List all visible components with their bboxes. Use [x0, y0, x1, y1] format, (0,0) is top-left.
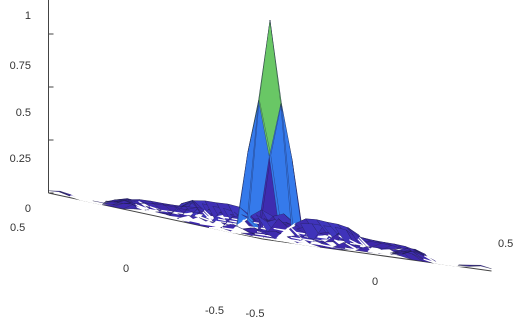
z-tick-label: 0.75: [10, 60, 31, 72]
y-tick-label: -0.5: [205, 305, 224, 317]
z-tick-label: 0: [25, 203, 31, 215]
z-tick-label: 1: [25, 10, 31, 22]
tick-labels: 0 0.25 0.5 0.75 1 0.5 0 -0.5 -0.5 0 0.5: [10, 10, 514, 320]
z-tick-label: 0.5: [16, 107, 31, 119]
x-tick-label: 0: [372, 276, 378, 288]
surface-mesh: [48, 19, 492, 269]
x-tick-label: -0.5: [246, 308, 265, 320]
z-tick-label: 0.25: [10, 153, 31, 165]
y-tick-label: 0.5: [10, 222, 25, 234]
x-tick-label: 0.5: [498, 238, 513, 250]
y-tick-label: 0: [123, 263, 129, 275]
surface-cell: [469, 264, 492, 269]
